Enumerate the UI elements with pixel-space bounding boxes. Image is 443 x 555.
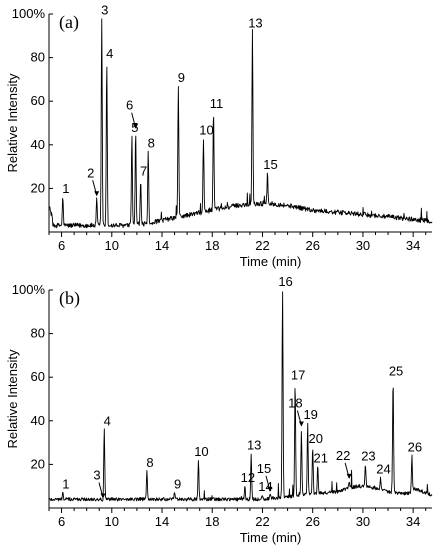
- panel-a-y-axis-title: Relative Intensity: [5, 73, 20, 172]
- panel-b-peak-label: 13: [247, 438, 261, 453]
- panel-b-x-tick-label: 18: [205, 514, 219, 529]
- panel-b-peak-label: 1: [62, 477, 69, 492]
- panel-b-peak-label: 25: [389, 363, 403, 378]
- panel-b-peak-label: 18: [288, 396, 302, 411]
- panel-a-peak-label: 15: [263, 157, 277, 172]
- panel-b-peak-label: 26: [408, 440, 422, 455]
- panel-a-x-tick-label: 6: [58, 238, 65, 253]
- panel-a-y-tick-label: 100%: [12, 6, 46, 21]
- panel-a-x-tick-label: 18: [205, 238, 219, 253]
- panel-a-x-axis-title: Time (min): [240, 254, 302, 269]
- panel-b-peak-arrowhead: [100, 493, 106, 499]
- panel-b-x-tick-label: 14: [155, 514, 169, 529]
- panel-b-y-tick-label: 80: [31, 326, 45, 341]
- panel-b-y-axis-title: Relative Intensity: [5, 349, 20, 448]
- panel-b-trace: [48, 291, 433, 502]
- panel-b-peak-label: 12: [241, 470, 255, 485]
- panel-a-peak-label: 9: [178, 70, 185, 85]
- panel-b-panel-label: (b): [59, 288, 80, 309]
- panel-a-peak-label: 10: [199, 122, 213, 137]
- panel-b-peak-label: 17: [291, 368, 305, 383]
- panel-a-peak-arrowhead: [133, 123, 139, 129]
- panel-b-x-tick-label: 6: [58, 514, 65, 529]
- panel-a-x-tick-label: 26: [305, 238, 319, 253]
- panel-b-peak-label: 15: [257, 461, 271, 476]
- panel-b-peak-label: 16: [278, 274, 292, 289]
- panel-b-peak-label: 4: [104, 414, 111, 429]
- panel-a-y-tick-label: 60: [31, 93, 45, 108]
- panel-b-peak-label: 10: [194, 444, 208, 459]
- panel-a-peak-label: 2: [87, 165, 94, 180]
- panel-a-peak-arrowhead: [94, 191, 100, 197]
- panel-a-trace: [48, 18, 433, 229]
- panel-b-x-tick-label: 34: [406, 514, 420, 529]
- panel-a-peak-label: 4: [106, 46, 113, 61]
- panel-b-y-tick-label: 20: [31, 456, 45, 471]
- panel-a-x-tick-label: 22: [255, 238, 269, 253]
- panel-b-x-axis-title: Time (min): [240, 530, 302, 545]
- panel-b-peak-label: 9: [174, 477, 181, 492]
- panel-a-y-tick-label: 40: [31, 137, 45, 152]
- panel-a-peak-label: 6: [126, 98, 133, 113]
- panel-b-peak-label: 20: [308, 431, 322, 446]
- panel-b-peak-label: 14: [258, 479, 272, 494]
- panel-a-panel-label: (a): [59, 12, 79, 33]
- panel-a-peak-label: 11: [210, 96, 224, 111]
- panel-a-x-tick-label: 30: [356, 238, 370, 253]
- panel-a-y-tick-label: 80: [31, 50, 45, 65]
- panel-b-peak-label: 22: [336, 448, 350, 463]
- panel-b-peak-label: 3: [93, 467, 100, 482]
- panel-b-x-tick-label: 22: [255, 514, 269, 529]
- panel-a-x-tick-label: 10: [105, 238, 119, 253]
- panel-b-x-tick-label: 30: [356, 514, 370, 529]
- panel-b-y-tick-label: 40: [31, 413, 45, 428]
- panel-b-y-tick-label: 100%: [12, 282, 46, 297]
- panel-b-peak-label: 21: [313, 451, 327, 466]
- panel-a-x-tick-label: 34: [406, 238, 420, 253]
- panel-b-peak-label: 23: [361, 448, 375, 463]
- panel-b-x-tick-label: 26: [305, 514, 319, 529]
- panel-a-peak-label: 13: [248, 15, 262, 30]
- panel-b-peak-arrowhead: [346, 473, 352, 479]
- panel-b-y-tick-label: 60: [31, 369, 45, 384]
- panel-a-peak-label: 7: [140, 164, 147, 179]
- panel-a-y-tick-label: 20: [31, 180, 45, 195]
- panel-b-peak-label: 19: [303, 407, 317, 422]
- panel-a-peak-label: 8: [148, 135, 155, 150]
- panel-a-x-tick-label: 14: [155, 238, 169, 253]
- panel-a-peak-label: 1: [62, 181, 69, 196]
- panel-b-peak-label: 8: [146, 455, 153, 470]
- panel-b-peak-label: 24: [376, 461, 390, 476]
- panel-b-peak-arrowhead: [267, 486, 273, 492]
- panel-b-peak-arrowhead: [298, 421, 304, 427]
- panel-a-peak-label: 3: [101, 2, 108, 17]
- panel-b-x-tick-label: 10: [105, 514, 119, 529]
- panel-a-peak-label: 5: [131, 120, 138, 135]
